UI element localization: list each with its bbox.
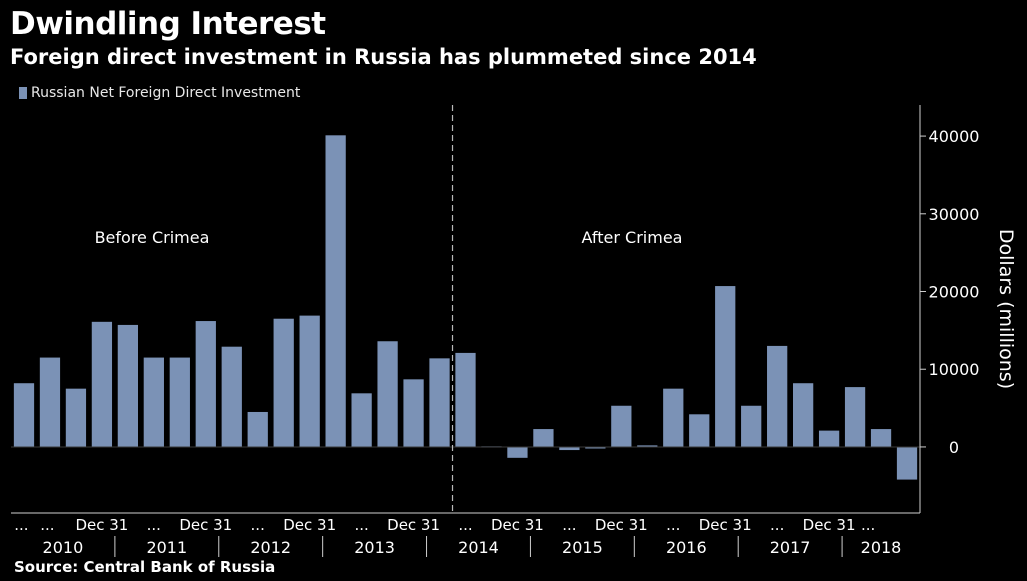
- legend-label: Russian Net Foreign Direct Investment: [31, 85, 301, 101]
- y-tick-label: 40000: [929, 127, 980, 146]
- bar: [273, 318, 294, 447]
- bar: [299, 315, 320, 447]
- x-tick-label: ...: [861, 516, 875, 534]
- x-year-label: 2012: [250, 538, 291, 557]
- bar: [455, 352, 476, 447]
- bar: [793, 383, 814, 447]
- y-tick-label: 0: [949, 438, 959, 457]
- bar: [896, 446, 918, 480]
- bar: [507, 446, 528, 458]
- x-year-label: 2013: [354, 538, 395, 557]
- annotation-before-crimea: Before Crimea: [95, 228, 210, 247]
- x-tick-label: ...: [354, 516, 368, 534]
- y-axis: 0 10000 20000 30000 40000: [919, 105, 980, 513]
- bar: [870, 429, 892, 447]
- bar: [844, 387, 866, 447]
- x-tick-label: Dec 31: [803, 516, 856, 534]
- bar: [818, 430, 840, 447]
- legend-swatch: [19, 87, 27, 99]
- bar: [403, 379, 424, 447]
- bar: [247, 411, 268, 447]
- source-note: Source: Central Bank of Russia: [14, 558, 276, 576]
- y-axis-label: Dollars (millions): [995, 229, 1017, 389]
- bar: [559, 446, 580, 451]
- bar-series: [13, 135, 918, 480]
- x-year-label: 2016: [666, 538, 707, 557]
- x-tick-label: ...: [251, 516, 265, 534]
- bar: [377, 341, 398, 447]
- x-tick-label: Dec 31: [699, 516, 752, 534]
- bar: [767, 345, 788, 447]
- bar: [221, 346, 242, 447]
- x-tick-label: ...: [666, 516, 680, 534]
- y-tick-label: 10000: [929, 360, 980, 379]
- bar: [663, 388, 684, 447]
- y-tick-label: 20000: [929, 283, 980, 302]
- bar: [91, 321, 113, 447]
- bar: [429, 358, 450, 447]
- x-year-label: 2018: [861, 538, 902, 557]
- x-tick-label: ...: [770, 516, 784, 534]
- bar: [637, 445, 658, 447]
- legend: Russian Net Foreign Direct Investment: [19, 85, 300, 101]
- x-tick-label: ...: [40, 516, 54, 534]
- x-year-label: 2017: [770, 538, 811, 557]
- bar: [13, 383, 35, 447]
- bar: [715, 286, 736, 447]
- bar: [741, 405, 762, 447]
- x-tick-label: ...: [14, 516, 28, 534]
- x-tick-label: Dec 31: [283, 516, 336, 534]
- x-tick-label: Dec 31: [75, 516, 128, 534]
- annotation-after-crimea: After Crimea: [582, 228, 683, 247]
- bar: [39, 357, 61, 447]
- x-tick-label: Dec 31: [491, 516, 544, 534]
- x-tick-label: Dec 31: [595, 516, 648, 534]
- bar: [195, 321, 216, 447]
- bar: [65, 388, 87, 447]
- y-tick-label: 30000: [929, 205, 980, 224]
- x-tick-label: ...: [562, 516, 576, 534]
- chart-title: Dwindling Interest: [10, 6, 326, 42]
- x-axis: ...... Dec 31... Dec 31... Dec 31... Dec 31.…: [11, 512, 920, 557]
- x-year-label: 2014: [458, 538, 499, 557]
- bar: [117, 324, 138, 447]
- x-tick-label: Dec 31: [387, 516, 440, 534]
- x-tick-label: ...: [458, 516, 472, 534]
- bar: [533, 429, 554, 447]
- bar: [325, 135, 346, 447]
- chart-subtitle: Foreign direct investment in Russia has …: [10, 45, 757, 69]
- bar: [143, 357, 164, 447]
- bar: [351, 393, 372, 447]
- x-year-label: 2011: [146, 538, 187, 557]
- x-tick-label: Dec 31: [179, 516, 232, 534]
- x-year-label: 2015: [562, 538, 603, 557]
- x-year-label: 2010: [43, 538, 84, 557]
- x-tick-label: ...: [147, 516, 161, 534]
- bar: [169, 357, 190, 447]
- bar: [585, 446, 606, 449]
- bar: [689, 414, 710, 447]
- bar: [611, 405, 632, 447]
